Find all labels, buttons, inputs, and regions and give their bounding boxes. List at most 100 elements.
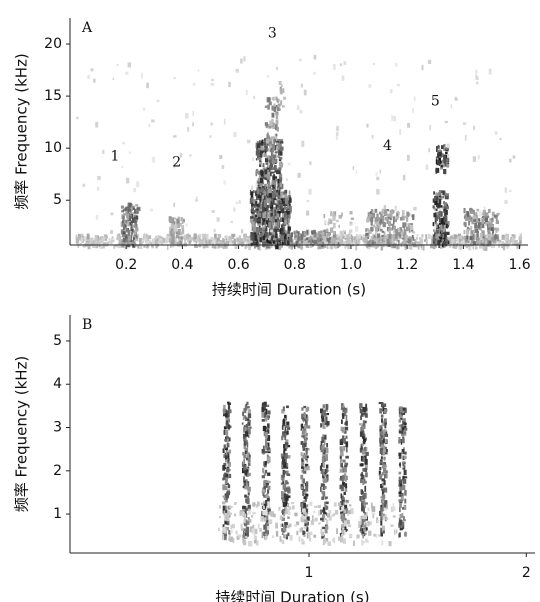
spectrogram-texture [478, 155, 480, 159]
spectrogram-texture [393, 503, 395, 509]
spectrogram-texture [443, 201, 445, 204]
spectrogram-texture [371, 223, 373, 225]
spectrogram-texture [268, 222, 271, 228]
spectrogram-texture [252, 528, 255, 533]
spectrogram-texture [302, 417, 304, 421]
spectrogram-texture [257, 502, 260, 507]
spectrogram-texture [403, 175, 405, 181]
spectrogram-texture [400, 407, 403, 413]
spectrogram-texture [464, 230, 466, 234]
spectrogram-texture [341, 213, 343, 217]
spectrogram-texture [265, 438, 267, 444]
spectrogram-texture [259, 157, 262, 160]
spectrogram-texture [248, 429, 251, 434]
spectrogram-texture [306, 449, 308, 455]
spectrogram-texture [218, 234, 221, 238]
spectrogram-texture [379, 224, 381, 228]
spectrogram-texture [173, 135, 176, 138]
spectrogram-texture [118, 234, 121, 236]
spectrogram-texture [275, 227, 278, 229]
spectrogram-texture [284, 493, 287, 498]
spectrogram-texture [109, 238, 111, 242]
spectrogram-texture [425, 234, 427, 240]
spectrogram-texture [391, 115, 393, 121]
spectrogram-texture [260, 178, 263, 184]
spectrogram-texture [284, 488, 286, 491]
spectrogram-texture [226, 516, 229, 521]
spectrogram-texture [336, 220, 339, 223]
spectrogram-texture [262, 195, 264, 199]
spectrogram-texture [267, 174, 270, 179]
spectrogram-texture [281, 436, 283, 441]
spectrogram-texture [244, 483, 246, 485]
spectrogram-texture [341, 513, 343, 516]
spectrogram-texture [128, 62, 131, 67]
spectrogram-texture [447, 144, 450, 148]
spectrogram-texture [308, 532, 311, 538]
spectrogram-texture [287, 474, 290, 476]
spectrogram-texture [267, 473, 270, 476]
spectrogram-texture [343, 510, 346, 514]
spectrogram-texture [76, 117, 79, 120]
spectrogram-texture [325, 242, 328, 244]
spectrogram-texture [326, 506, 329, 510]
spectrogram-texture [380, 429, 382, 432]
spectrogram-texture [227, 439, 229, 443]
spectrogram-texture [289, 535, 292, 541]
panel: 0.20.40.60.81.01.21.41.65101520A持续时间 Dur… [13, 18, 531, 299]
spectrogram-texture [344, 467, 347, 472]
spectrogram-texture [320, 510, 322, 515]
spectrogram-texture [205, 244, 208, 248]
spectrogram-texture [344, 232, 346, 234]
spectrogram-texture [339, 242, 341, 247]
spectrogram-texture [376, 534, 378, 537]
spectrogram-texture [395, 63, 398, 67]
spectrogram-texture [322, 445, 324, 450]
spectrogram-texture [282, 533, 284, 535]
spectrogram-texture [273, 240, 275, 243]
spectrogram-texture [282, 195, 284, 197]
spectrogram-texture [258, 182, 260, 185]
spectrogram-texture [318, 510, 320, 516]
spectrogram-texture [261, 146, 264, 151]
spectrogram-texture [384, 209, 387, 214]
spectrogram-texture [284, 471, 286, 474]
spectrogram-texture [122, 166, 124, 168]
spectrogram-texture [278, 189, 280, 195]
spectrogram-texture [228, 403, 231, 405]
spectrogram-texture [441, 165, 443, 167]
spectrogram-texture [346, 240, 349, 245]
spectrogram-texture [239, 200, 241, 203]
panel: 1212345B持续时间 Duration (s)频率 Frequency (k… [13, 315, 536, 602]
spectrogram-texture [246, 402, 248, 406]
spectrogram-texture [301, 407, 303, 410]
spectrogram-texture [349, 534, 352, 537]
spectrogram-texture [384, 205, 387, 209]
spectrogram-texture [132, 241, 135, 244]
spectrogram-texture [287, 430, 289, 434]
spectrogram-texture [380, 170, 382, 174]
spectrogram-texture [473, 230, 475, 234]
spectrogram-texture [230, 537, 233, 542]
spectrogram-texture [326, 519, 328, 524]
spectrogram-texture [402, 215, 404, 220]
spectrogram-texture [269, 511, 271, 515]
spectrogram-texture [224, 119, 226, 125]
spectrogram-texture [341, 451, 343, 455]
x-tick-label: 2 [522, 565, 531, 581]
spectrogram-texture [266, 409, 268, 415]
spectrogram-texture [262, 419, 265, 422]
spectrogram-texture [93, 79, 95, 83]
spectrogram-texture [463, 122, 466, 124]
spectrogram-texture [259, 528, 262, 532]
spectrogram-texture [398, 437, 400, 440]
spectrogram-texture [457, 240, 459, 243]
spectrogram-texture [87, 75, 89, 79]
spectrogram-texture [219, 516, 221, 518]
spectrogram-texture [197, 237, 200, 242]
spectrogram-texture [404, 216, 407, 219]
spectrogram-texture [226, 493, 229, 498]
spectrogram-texture [502, 235, 505, 238]
spectrogram-texture [258, 524, 260, 529]
spectrogram-texture [362, 237, 365, 241]
